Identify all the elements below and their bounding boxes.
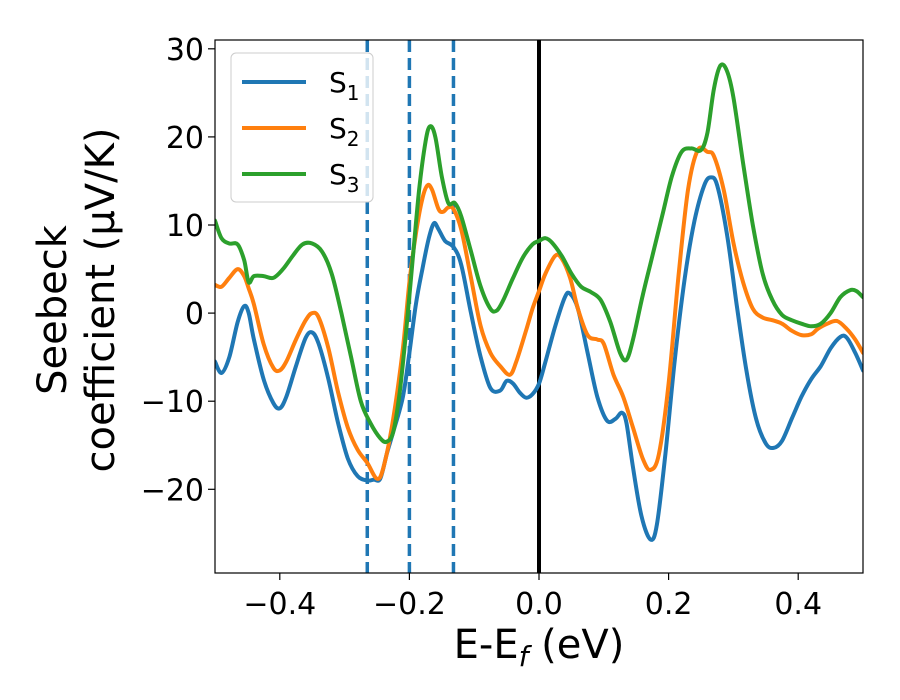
y-axis-title-line2: coefficient (μV/K) [78, 128, 124, 473]
series-line-s1 [215, 175, 863, 542]
x-tick-label: 0.2 [645, 587, 693, 622]
legend-label-s1: S1 [329, 66, 360, 105]
legend-label-base: S [329, 158, 347, 191]
legend-label-s3: S3 [329, 158, 360, 197]
x-tick-label: −0.2 [373, 587, 446, 622]
y-tick-label: −10 [141, 385, 204, 420]
series-line-s2 [215, 145, 863, 481]
legend-label-subscript: 2 [347, 127, 360, 151]
x-axis-title: E-Ef (eV) [454, 622, 625, 673]
y-tick-label: −20 [141, 473, 204, 508]
x-tick-label: 0.4 [774, 587, 822, 622]
legend-label-subscript: 3 [347, 173, 360, 197]
x-tick-label: −0.4 [243, 587, 316, 622]
x-axis-ticks: −0.4 −0.2 0.0 0.2 0.4 [243, 573, 822, 622]
legend-label-base: S [329, 112, 347, 145]
legend-label-subscript: 1 [347, 81, 360, 105]
x-axis-title-base: E-E [454, 622, 519, 668]
series-lines [215, 62, 863, 542]
y-tick-label: 10 [166, 209, 204, 244]
y-axis-title-line1: Seebeck [30, 224, 76, 395]
legend-label-base: S [329, 66, 347, 99]
y-tick-label: 30 [166, 33, 204, 68]
y-axis-ticks: −20 −10 0 10 20 30 [141, 33, 215, 508]
x-axis-title-unit: (eV) [528, 622, 624, 668]
vertical-lines [365, 40, 541, 573]
y-tick-label: 20 [166, 121, 204, 156]
x-tick-label: 0.0 [515, 587, 563, 622]
legend-label-s2: S2 [329, 112, 360, 151]
y-tick-label: 0 [185, 297, 204, 332]
series-line-s3 [215, 62, 863, 445]
